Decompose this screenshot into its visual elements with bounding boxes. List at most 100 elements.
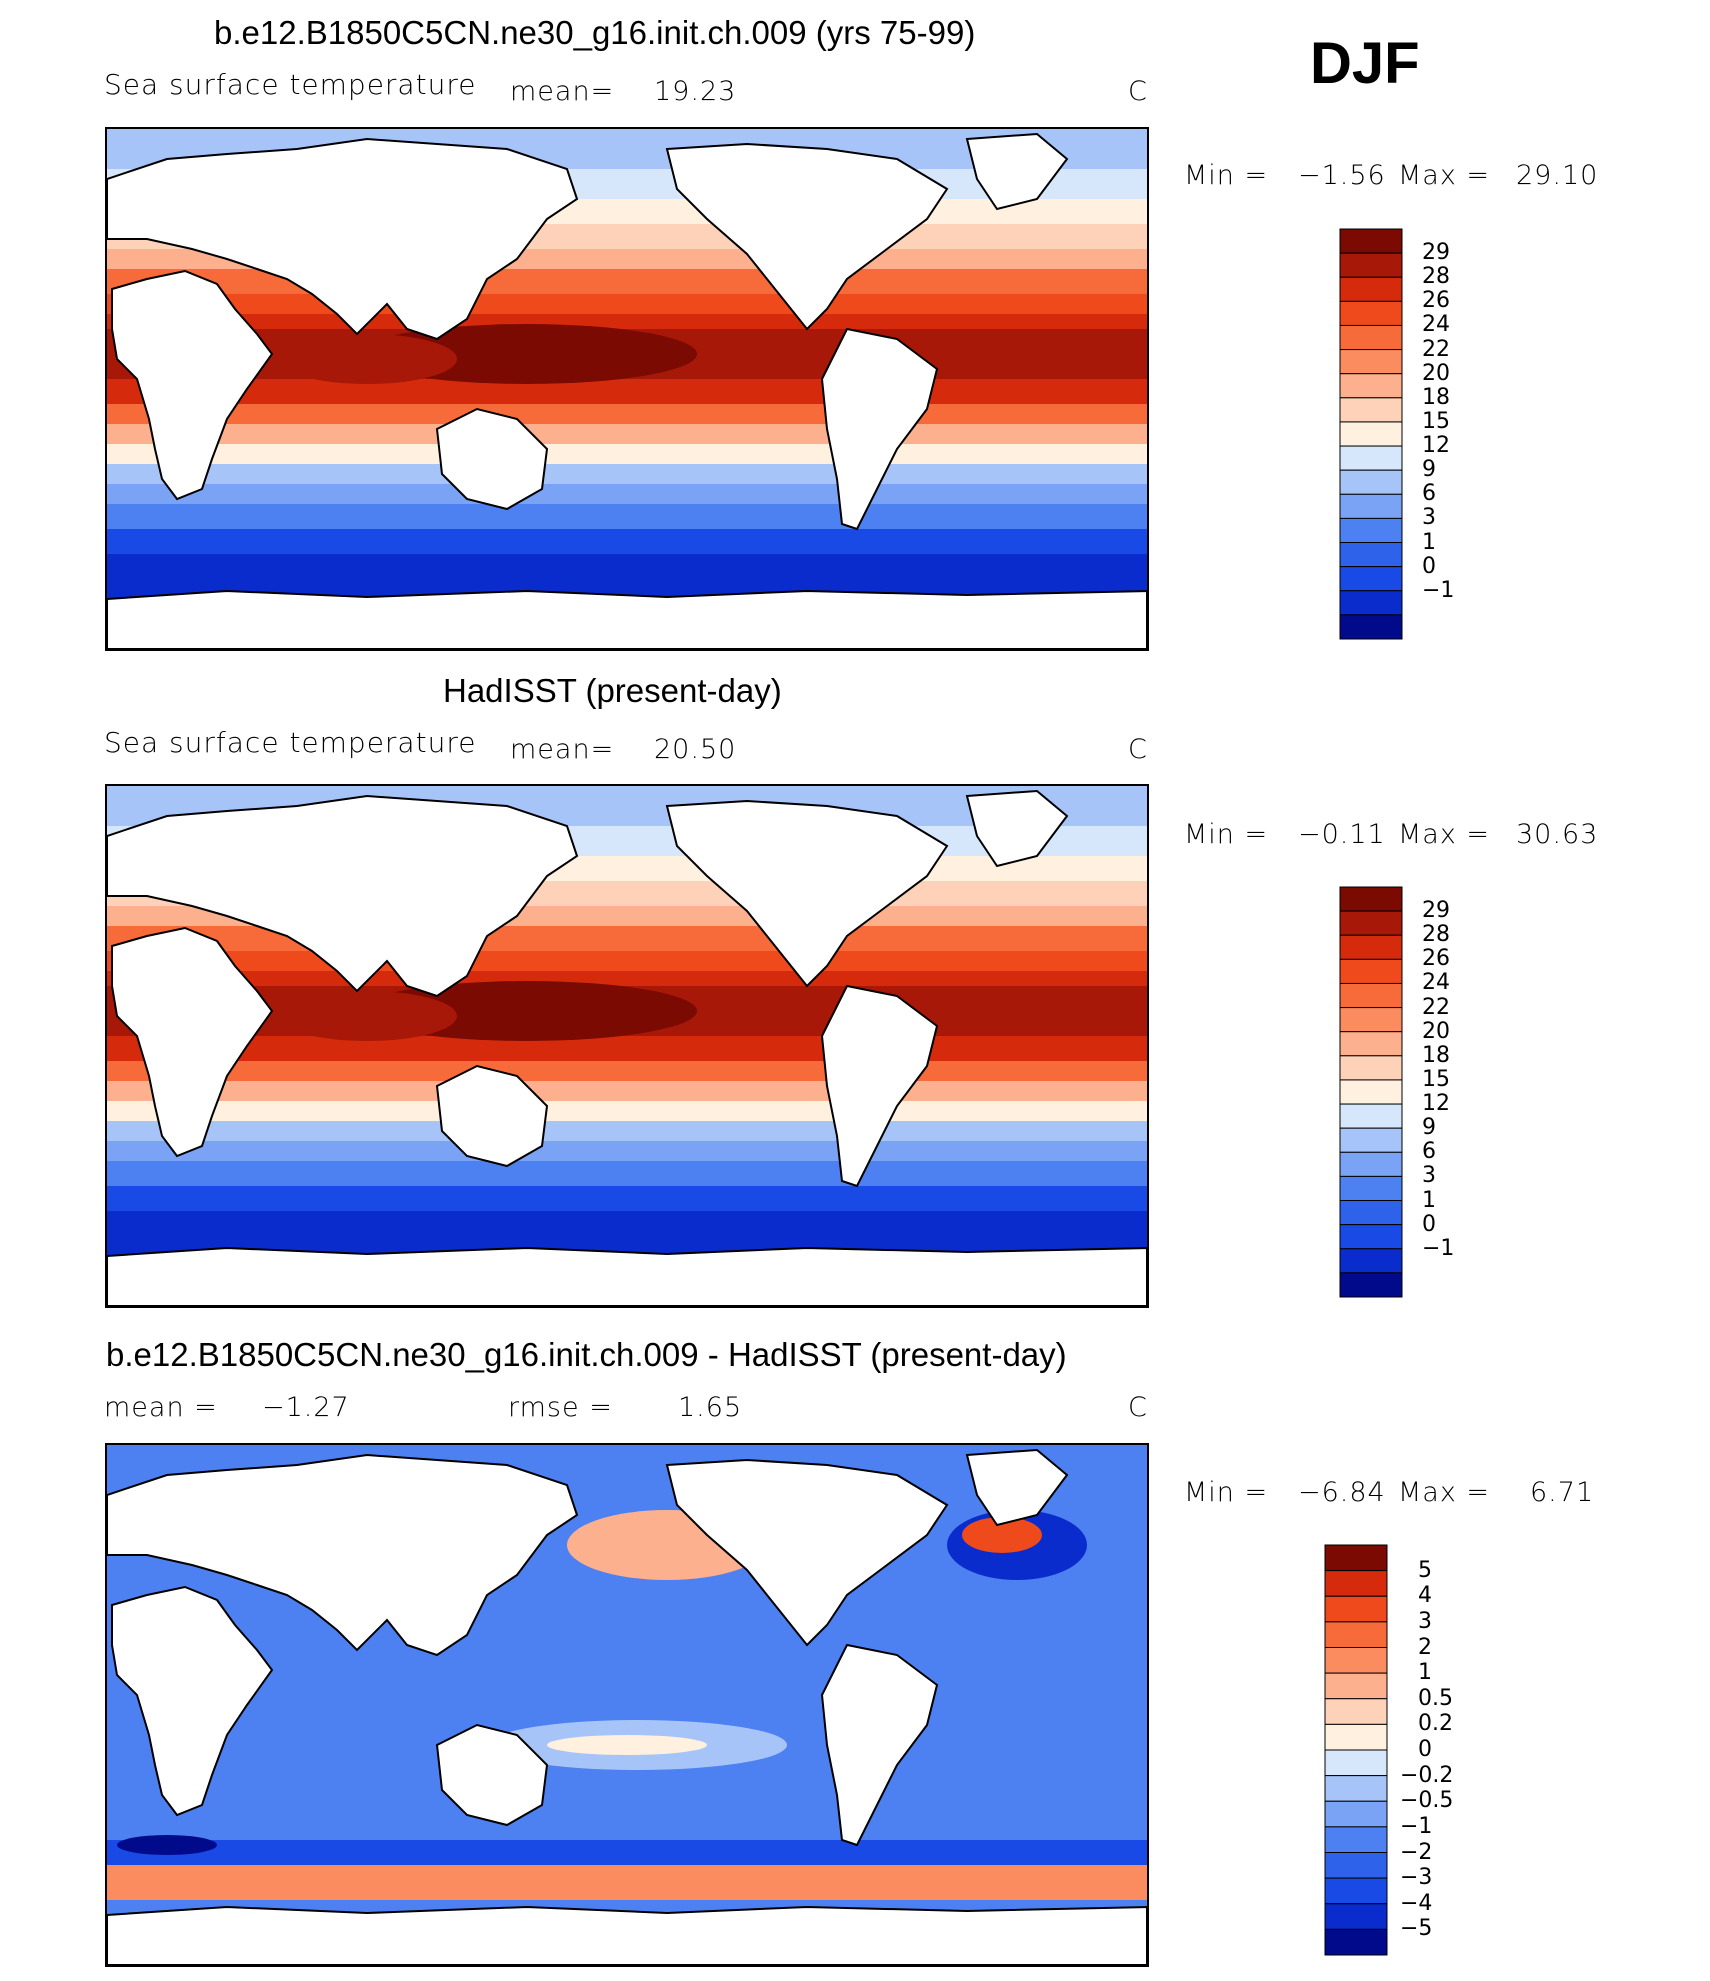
sst-band [107, 971, 1147, 986]
sst-band [107, 379, 1147, 404]
panel-3-max-value: 6.71 [1530, 1477, 1595, 1508]
sst-band [107, 444, 1147, 464]
panel-3-map [105, 1443, 1149, 1967]
agulhas-cold-bias [117, 1835, 217, 1855]
colorbar-swatch [1339, 1248, 1403, 1274]
colorbar-tick-label: 22 [1422, 336, 1450, 362]
colorbar-swatch [1339, 373, 1403, 399]
colorbar-swatch [1339, 982, 1403, 1009]
sst-band [107, 1061, 1147, 1081]
panel-1-colorbar [1339, 228, 1403, 640]
colorbar-swatch [1324, 1877, 1388, 1905]
continent-outline [111, 1585, 274, 1817]
continent-outline [107, 137, 579, 341]
panel-1-min-label: Min = [1184, 160, 1269, 191]
sst-band [107, 926, 1147, 951]
colorbar-tick-label: −3 [1400, 1865, 1433, 1891]
continent-outline [107, 1246, 1147, 1306]
colorbar-swatch [1339, 517, 1403, 544]
colorbar-swatch [1324, 1800, 1388, 1828]
panel-2-colorbar-labels: 29 28 26 24 22 20 18 15 12 9 6 3 1 0 −1 [1422, 898, 1482, 1298]
colorbar-tick-label: 4 [1418, 1583, 1432, 1609]
colorbar-swatch [1339, 1151, 1403, 1177]
continent-outline [107, 1905, 1147, 1965]
colorbar-swatch [1324, 1621, 1388, 1648]
continent-outline [107, 794, 579, 998]
southern-ocean-cold-band [107, 1840, 1147, 1865]
colorbar-swatch [1339, 252, 1403, 278]
colorbar-swatch [1339, 1127, 1403, 1153]
colorbar-tick-label: −0.2 [1400, 1762, 1454, 1788]
colorbar-swatch [1324, 1775, 1388, 1802]
colorbar-tick-label: −2 [1400, 1839, 1433, 1865]
panel-2-colorbar [1339, 886, 1403, 1298]
colorbar-tick-label: 22 [1422, 994, 1450, 1020]
continent-outline [111, 269, 274, 501]
panel-1-title: b.e12.B1850C5CN.ne30_g16.init.ch.009 (yr… [214, 14, 976, 51]
colorbar-swatch [1339, 886, 1403, 912]
colorbar-swatch [1339, 542, 1403, 568]
panel-2-map [105, 784, 1149, 1308]
sst-band [107, 1081, 1147, 1101]
colorbar-tick-label: −1 [1400, 1813, 1433, 1839]
colorbar-tick-label: 3 [1422, 505, 1436, 531]
indian-ocean-warm [277, 334, 457, 384]
sst-band [107, 484, 1147, 504]
colorbar-swatch [1339, 1200, 1403, 1226]
colorbar-swatch [1339, 1103, 1403, 1129]
panel-3-mean-label: mean = [104, 1392, 218, 1423]
colorbar-swatch [1324, 1723, 1388, 1751]
colorbar-tick-label: 0.5 [1418, 1685, 1453, 1711]
colorbar-swatch [1339, 1224, 1403, 1250]
colorbar-swatch [1339, 958, 1403, 984]
colorbar-tick-label: 24 [1422, 970, 1450, 996]
panel-3-max-label: Max = [1398, 1477, 1491, 1508]
sst-band [107, 294, 1147, 314]
colorbar-tick-label: 15 [1422, 408, 1450, 434]
colorbar-tick-label: 0 [1418, 1737, 1432, 1762]
colorbar-tick-label: 1 [1418, 1660, 1432, 1686]
colorbar-swatch [1339, 469, 1403, 495]
panel-1-colorbar-labels: 29 28 26 24 22 20 18 15 12 9 6 3 1 0 −1 [1422, 240, 1482, 640]
colorbar-tick-label: 18 [1422, 1042, 1450, 1068]
colorbar-tick-label: 12 [1422, 1091, 1450, 1117]
sst-band [107, 951, 1147, 971]
colorbar-swatch [1324, 1852, 1388, 1879]
colorbar-tick-label: −1 [1422, 577, 1455, 603]
panel-1-min-value: −1.56 [1298, 160, 1386, 191]
colorbar-swatch [1324, 1570, 1388, 1597]
panel-3-units: C [1128, 1392, 1148, 1423]
colorbar-swatch [1324, 1647, 1388, 1674]
colorbar-swatch [1339, 934, 1403, 960]
continent-outline [111, 926, 274, 1158]
colorbar-tick-label: −5 [1400, 1916, 1433, 1942]
panel-3-min-label: Min = [1184, 1477, 1269, 1508]
panel-3-min-value: −6.84 [1298, 1477, 1386, 1508]
colorbar-swatch [1339, 445, 1403, 471]
colorbar-tick-label: −4 [1400, 1890, 1433, 1916]
sst-band [107, 1186, 1147, 1211]
colorbar-swatch [1339, 300, 1403, 326]
indian-ocean-warm [277, 991, 457, 1041]
colorbar-swatch [1339, 1175, 1403, 1202]
colorbar-swatch [1339, 397, 1403, 423]
panel-2-min-label: Min = [1184, 819, 1269, 850]
colorbar-tick-label: −0.5 [1400, 1788, 1454, 1814]
continent-outline [965, 789, 1069, 868]
continent-outline [965, 132, 1069, 211]
panel-2-max-value: 30.63 [1516, 819, 1599, 850]
colorbar-tick-label: 5 [1418, 1557, 1432, 1583]
continent-outline [820, 1643, 939, 1847]
colorbar-swatch [1339, 614, 1403, 640]
colorbar-tick-label: 28 [1422, 922, 1450, 948]
colorbar-swatch [1324, 1928, 1388, 1956]
sst-band [107, 1141, 1147, 1161]
panel-3-rmse-label: rmse = [508, 1392, 613, 1423]
panel-1-mean-value: 19.23 [654, 76, 737, 107]
panel-2-mean-label: mean= [510, 734, 615, 765]
sst-band [107, 269, 1147, 294]
continent-outline [965, 1448, 1069, 1527]
colorbar-swatch [1339, 566, 1403, 592]
sst-band [107, 529, 1147, 554]
continent-outline [665, 1458, 949, 1647]
